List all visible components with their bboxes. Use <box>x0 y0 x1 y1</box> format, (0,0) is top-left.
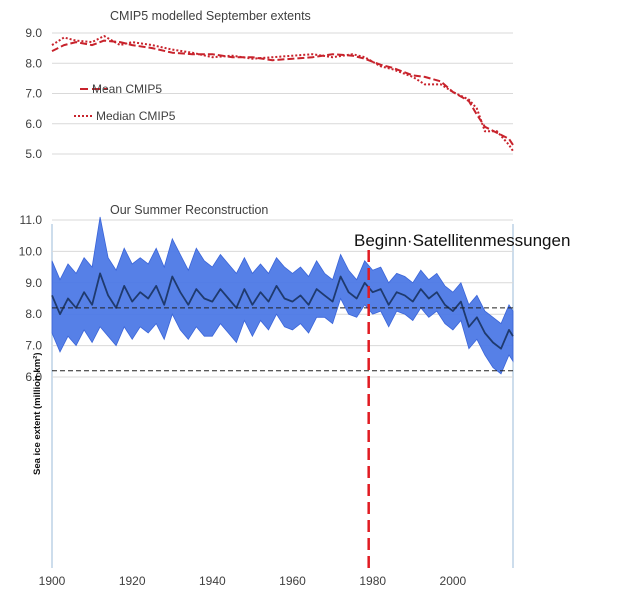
top-y-tick-label: 7.0 <box>25 87 42 101</box>
median-cmip5-line <box>51 35 514 152</box>
legend-median-label: Median CMIP5 <box>96 109 176 123</box>
cmip5-panel: 9.0 8.0 7.0 6.0 5.0 CMIP5 modelled September… <box>25 9 514 161</box>
top-y-tick-label: 6.0 <box>25 117 42 131</box>
x-tick-labels: 1900 1920 1940 1960 1980 2000 <box>39 574 467 588</box>
bottom-chart-title: Our Summer Reconstruction <box>110 203 268 217</box>
x-tick-label: 1960 <box>279 574 306 588</box>
reconstruction-mean-line <box>51 272 514 350</box>
x-tick-label: 1940 <box>199 574 226 588</box>
bottom-y-tick-label: 8.0 <box>25 307 42 321</box>
top-y-tick-label: 9.0 <box>25 26 42 40</box>
x-tick-label: 2000 <box>440 574 467 588</box>
bottom-y-tick-label: 6.0 <box>25 370 42 384</box>
top-y-tick-labels: 9.0 8.0 7.0 6.0 5.0 <box>25 26 42 161</box>
bottom-y-tick-labels: 11.0 10.0 9.0 8.0 7.0 6.0 <box>19 213 43 384</box>
top-series-group <box>51 35 514 152</box>
bottom-y-tick-label: 9.0 <box>25 276 42 290</box>
top-y-tick-label: 8.0 <box>25 56 42 70</box>
satellite-annotation-label: Beginn·Satellitenmessungen <box>354 231 570 250</box>
legend-mean-label: Mean CMIP5 <box>92 82 162 96</box>
bottom-y-tick-label: 7.0 <box>25 339 42 353</box>
bottom-y-tick-label: 11.0 <box>20 213 43 227</box>
y-axis-label: Sea ice extent (million km²) <box>32 353 43 475</box>
top-gridlines <box>52 32 513 155</box>
x-tick-label: 1920 <box>119 574 146 588</box>
top-legend: Mean CMIP5 Median CMIP5 <box>74 82 176 123</box>
satellite-annotation: Beginn·Satellitenmessungen <box>354 231 570 568</box>
top-chart-title: CMIP5 modelled September extents <box>110 9 311 23</box>
top-y-tick-label: 5.0 <box>25 147 42 161</box>
bottom-y-tick-label: 10.0 <box>19 244 43 258</box>
bottom-series-group <box>51 216 514 375</box>
x-tick-label: 1980 <box>359 574 386 588</box>
x-tick-label: 1900 <box>39 574 66 588</box>
reference-lines <box>52 307 513 372</box>
reconstruction-panel: 11.0 10.0 9.0 8.0 7.0 6.0 Our Summer Reconstr… <box>19 203 571 588</box>
